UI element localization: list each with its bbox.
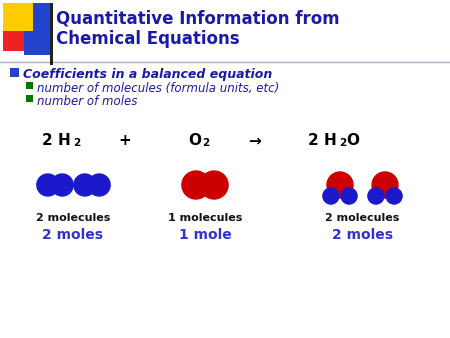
Text: 2: 2 — [73, 138, 80, 148]
Text: 2: 2 — [202, 138, 209, 148]
Text: 2 moles: 2 moles — [42, 228, 104, 242]
Circle shape — [323, 188, 339, 204]
Text: number of moles: number of moles — [37, 95, 137, 108]
Circle shape — [182, 171, 210, 199]
Text: 2: 2 — [339, 138, 346, 148]
Text: 2 H: 2 H — [42, 133, 71, 148]
Text: 1 mole: 1 mole — [179, 228, 231, 242]
Circle shape — [368, 188, 384, 204]
FancyBboxPatch shape — [3, 3, 33, 31]
Text: 2 moles: 2 moles — [332, 228, 392, 242]
FancyBboxPatch shape — [10, 68, 19, 77]
Circle shape — [74, 174, 96, 196]
Text: 2 molecules: 2 molecules — [325, 213, 399, 223]
Circle shape — [51, 174, 73, 196]
Circle shape — [372, 172, 398, 198]
FancyBboxPatch shape — [26, 82, 33, 89]
Circle shape — [200, 171, 228, 199]
Text: 2 H: 2 H — [308, 133, 337, 148]
FancyBboxPatch shape — [26, 95, 33, 102]
Text: Quantitative Information from: Quantitative Information from — [56, 10, 340, 28]
Text: +: + — [118, 133, 131, 148]
Circle shape — [327, 172, 353, 198]
Circle shape — [386, 188, 402, 204]
Text: 2 molecules: 2 molecules — [36, 213, 110, 223]
FancyBboxPatch shape — [50, 3, 53, 65]
Text: number of molecules (formula units, etc): number of molecules (formula units, etc) — [37, 82, 279, 95]
Text: Coefficients in a balanced equation: Coefficients in a balanced equation — [23, 68, 272, 81]
Text: O: O — [188, 133, 201, 148]
FancyBboxPatch shape — [24, 3, 52, 55]
Text: →: → — [248, 133, 261, 148]
Text: O: O — [346, 133, 359, 148]
Circle shape — [37, 174, 59, 196]
FancyBboxPatch shape — [3, 23, 28, 51]
Circle shape — [341, 188, 357, 204]
Text: 1 molecules: 1 molecules — [168, 213, 242, 223]
Text: Chemical Equations: Chemical Equations — [56, 30, 239, 48]
Circle shape — [88, 174, 110, 196]
